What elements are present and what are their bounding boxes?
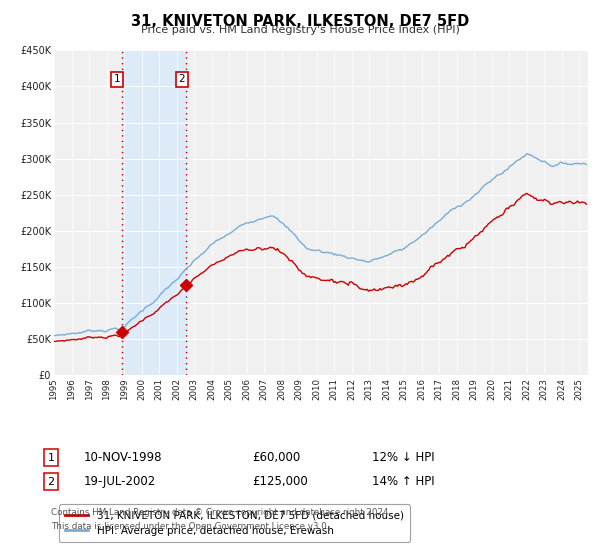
- Text: 1: 1: [114, 74, 121, 84]
- Text: £125,000: £125,000: [252, 475, 308, 488]
- Text: 19-JUL-2002: 19-JUL-2002: [84, 475, 156, 488]
- Text: 2: 2: [178, 74, 185, 84]
- Bar: [122, 50, 186, 375]
- Text: This data is licensed under the Open Government Licence v3.0.: This data is licensed under the Open Gov…: [51, 522, 329, 531]
- Text: £60,000: £60,000: [252, 451, 300, 464]
- Text: 1: 1: [47, 452, 55, 463]
- Text: 14% ↑ HPI: 14% ↑ HPI: [372, 475, 434, 488]
- Text: 10-NOV-1998: 10-NOV-1998: [84, 451, 163, 464]
- Text: 31, KNIVETON PARK, ILKESTON, DE7 5FD: 31, KNIVETON PARK, ILKESTON, DE7 5FD: [131, 14, 469, 29]
- Legend: 31, KNIVETON PARK, ILKESTON, DE7 5FD (detached house), HPI: Average price, detac: 31, KNIVETON PARK, ILKESTON, DE7 5FD (de…: [59, 505, 410, 542]
- Text: Contains HM Land Registry data © Crown copyright and database right 2024.: Contains HM Land Registry data © Crown c…: [51, 508, 391, 517]
- Text: Price paid vs. HM Land Registry's House Price Index (HPI): Price paid vs. HM Land Registry's House …: [140, 25, 460, 35]
- Text: 12% ↓ HPI: 12% ↓ HPI: [372, 451, 434, 464]
- Text: 2: 2: [47, 477, 55, 487]
